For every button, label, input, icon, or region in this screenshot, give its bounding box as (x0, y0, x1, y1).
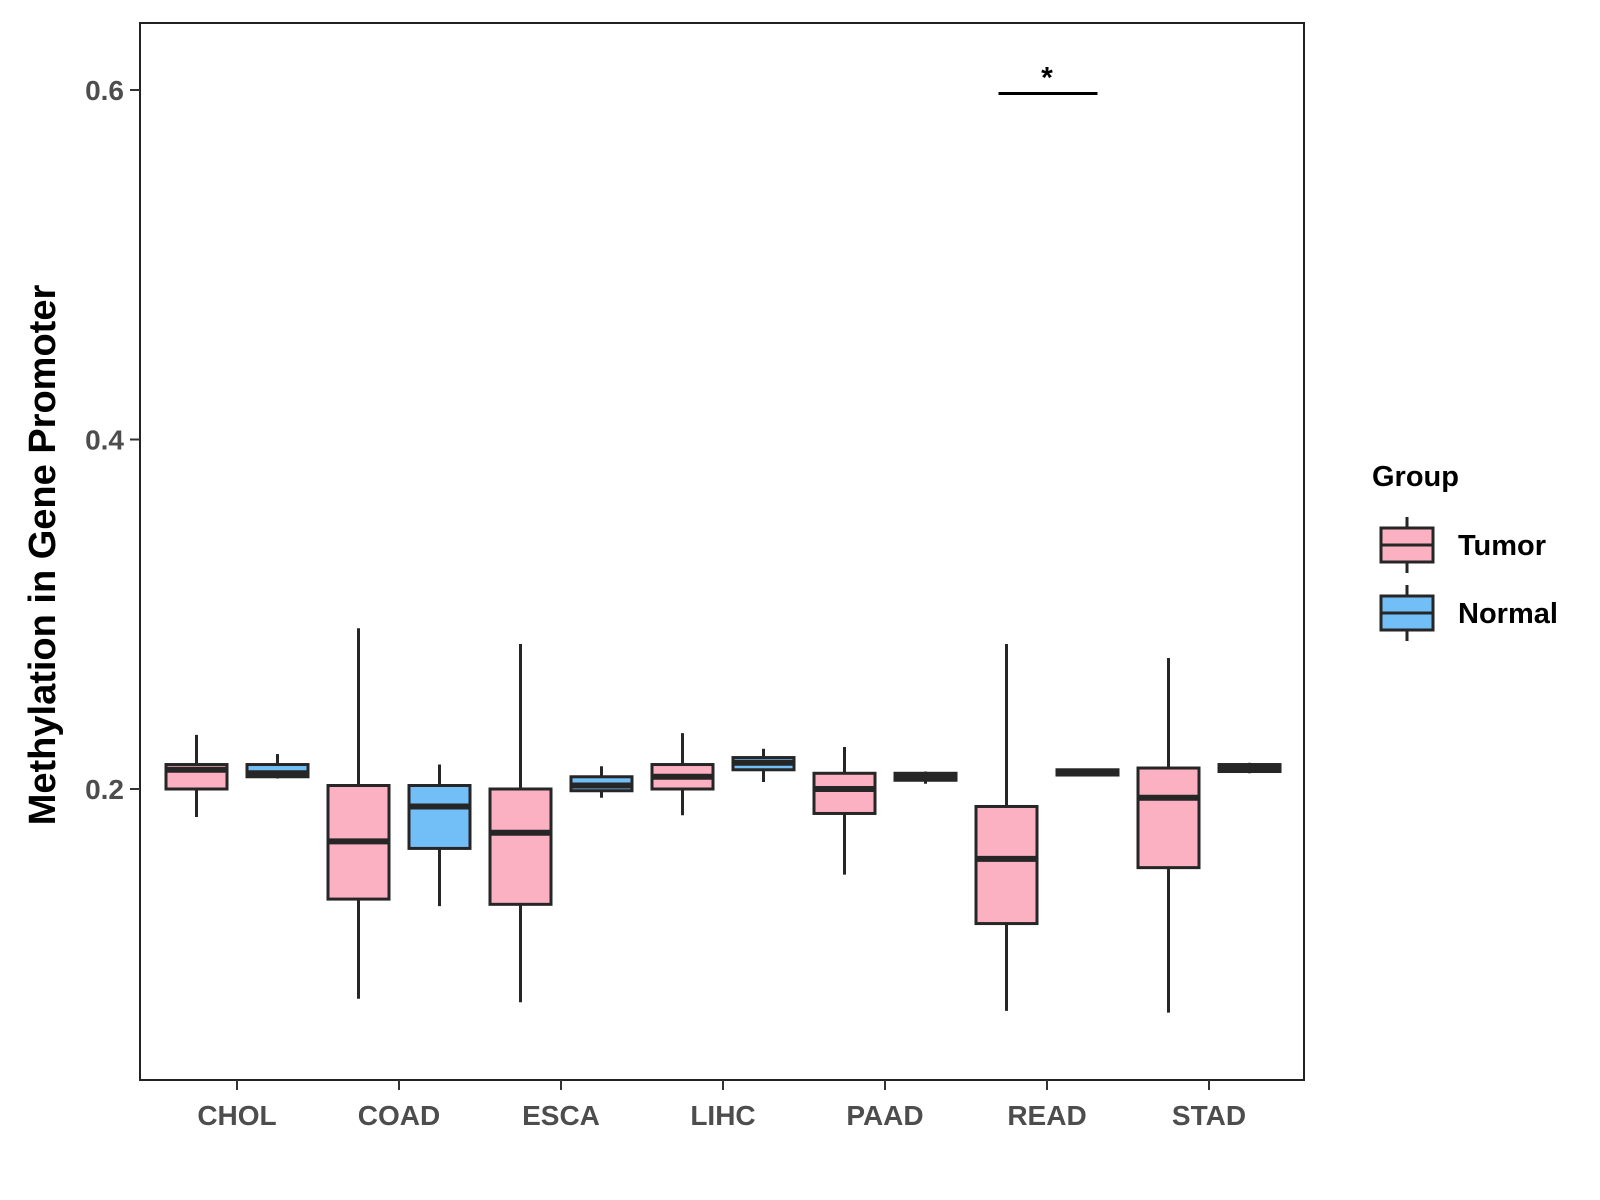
box-normal-read (1055, 768, 1120, 777)
x-tick-label: READ (1007, 1100, 1086, 1131)
box-normal-stad (1217, 762, 1282, 774)
x-tick-label: CHOL (197, 1100, 276, 1131)
significance-annotations: * (998, 61, 1098, 95)
y-axis-title: Methylation in Gene Promoter (22, 285, 64, 826)
legend-label: Normal (1458, 598, 1558, 630)
x-tick-label: COAD (358, 1100, 440, 1131)
box-normal-lihc (731, 748, 796, 783)
x-tick-label: STAD (1172, 1100, 1246, 1131)
box-tumor-coad (326, 628, 391, 999)
legend-entry-tumor: Tumor (1379, 517, 1546, 573)
legend-entries: Tumor Normal (1379, 517, 1558, 641)
box-body (812, 771, 877, 815)
box-body (974, 804, 1039, 926)
box-body (407, 784, 472, 850)
plot-panel (139, 22, 1305, 1081)
y-tick-label: 0.2 (85, 774, 124, 805)
legend-title: Group (1372, 461, 1459, 493)
x-axis: CHOL COAD ESCA LIHC PAAD READ STAD (197, 1080, 1246, 1131)
box-series (164, 628, 1282, 1013)
box-normal-chol (245, 754, 310, 779)
box-normal-esca (569, 766, 634, 798)
legend-entry-normal: Normal (1379, 585, 1558, 641)
box-body (1136, 766, 1201, 870)
box-body (488, 787, 553, 906)
box-tumor-esca (488, 643, 553, 1003)
box-normal-paad (893, 771, 958, 784)
x-tick-label: ESCA (522, 1100, 600, 1131)
legend-label: Tumor (1458, 530, 1546, 562)
x-tick-label: LIHC (690, 1100, 755, 1131)
box-tumor-chol (164, 734, 229, 817)
box-tumor-paad (812, 747, 877, 875)
box-normal-coad (407, 764, 472, 907)
y-tick-label: 0.4 (85, 425, 124, 456)
legend: Group Tumor Normal (1372, 461, 1558, 641)
box-tumor-stad (1136, 657, 1201, 1013)
y-tick-label: 0.6 (85, 75, 124, 106)
significance-label: * (1041, 61, 1053, 94)
box-tumor-read (974, 643, 1039, 1011)
x-tick-label: PAAD (846, 1100, 923, 1131)
y-axis: 0.2 0.4 0.6 (85, 75, 140, 805)
box-tumor-lihc (650, 733, 715, 816)
